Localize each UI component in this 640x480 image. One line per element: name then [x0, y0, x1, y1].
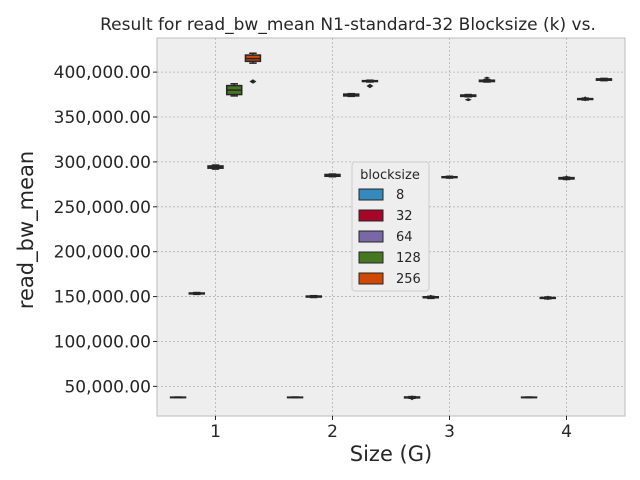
outlier-marker — [249, 79, 257, 84]
legend-swatch — [358, 230, 384, 243]
x-tick-label: 2 — [327, 422, 338, 442]
outlier-marker — [427, 294, 435, 300]
legend-item-32: 32 — [358, 209, 413, 224]
legend-swatch — [358, 251, 384, 264]
y-tick-label: 400,000.00 — [54, 63, 151, 83]
box-32-size-4 — [539, 295, 557, 301]
box-64-size-1 — [207, 164, 224, 170]
chart-title: Result for read_bw_mean N1-standard-32 B… — [100, 15, 596, 35]
legend: blocksize 8 32 64 128 256 — [351, 161, 430, 292]
legend-item-64: 64 — [358, 230, 413, 245]
legend-swatch — [358, 209, 384, 222]
x-tick-label: 1 — [210, 422, 221, 442]
box-8-size-2 — [286, 396, 304, 399]
legend-label: 32 — [396, 209, 413, 224]
outlier-marker — [366, 83, 374, 89]
x-axis-label: Size (G) — [350, 442, 432, 466]
outlier-marker — [563, 175, 570, 181]
outlier-marker — [544, 295, 552, 301]
y-tick-label: 350,000.00 — [54, 108, 151, 128]
box-128-size-2 — [342, 92, 360, 98]
y-tick-label: 300,000.00 — [54, 153, 151, 173]
box-256-size-3 — [478, 76, 496, 83]
box-32-size-1 — [188, 291, 206, 296]
box-128-size-3 — [459, 93, 477, 102]
box-64-size-2 — [324, 173, 341, 178]
legend-swatch — [358, 272, 384, 285]
legend-item-128: 128 — [358, 251, 421, 266]
box-128-size-1 — [225, 83, 243, 97]
outlier-marker — [581, 96, 589, 102]
box-256-size-1 — [244, 52, 262, 84]
legend-title: blocksize — [360, 168, 420, 183]
box-8-size-4 — [520, 396, 538, 399]
outlier-marker — [408, 395, 416, 401]
box-256-size-4 — [595, 77, 613, 82]
x-axis: 1 2 3 4 — [210, 416, 572, 442]
legend-item-8: 8 — [358, 188, 404, 203]
legend-items: 8 32 64 128 256 — [358, 188, 421, 287]
y-tick-label: 50,000.00 — [64, 377, 151, 397]
y-axis-label: read_bw_mean — [14, 151, 39, 309]
box-64-size-3 — [441, 175, 458, 179]
legend-item-256: 256 — [358, 272, 421, 287]
legend-label: 128 — [396, 251, 421, 266]
y-tick-label: 150,000.00 — [54, 288, 151, 308]
legend-label: 8 — [396, 188, 404, 203]
x-tick-label: 4 — [561, 422, 572, 442]
box-8-size-3 — [403, 395, 421, 401]
box-64-size-4 — [558, 175, 575, 181]
box-32-size-2 — [305, 294, 323, 299]
boxes — [169, 52, 613, 401]
x-tick-label: 3 — [444, 422, 455, 442]
y-tick-label: 200,000.00 — [54, 243, 151, 263]
outlier-marker — [483, 76, 491, 80]
outlier-marker — [464, 98, 472, 102]
y-tick-label: 100,000.00 — [54, 332, 151, 352]
box-32-size-3 — [422, 294, 440, 300]
legend-label: 256 — [396, 272, 421, 287]
box-128-size-4 — [576, 96, 594, 102]
y-axis: 50,000.00 100,000.00 150,000.00 200,000.00 2… — [54, 63, 157, 397]
legend-label: 64 — [396, 230, 413, 245]
y-tick-label: 250,000.00 — [54, 198, 151, 218]
box-8-size-1 — [169, 396, 187, 399]
legend-swatch — [358, 188, 384, 201]
box-256-size-2 — [361, 79, 379, 89]
